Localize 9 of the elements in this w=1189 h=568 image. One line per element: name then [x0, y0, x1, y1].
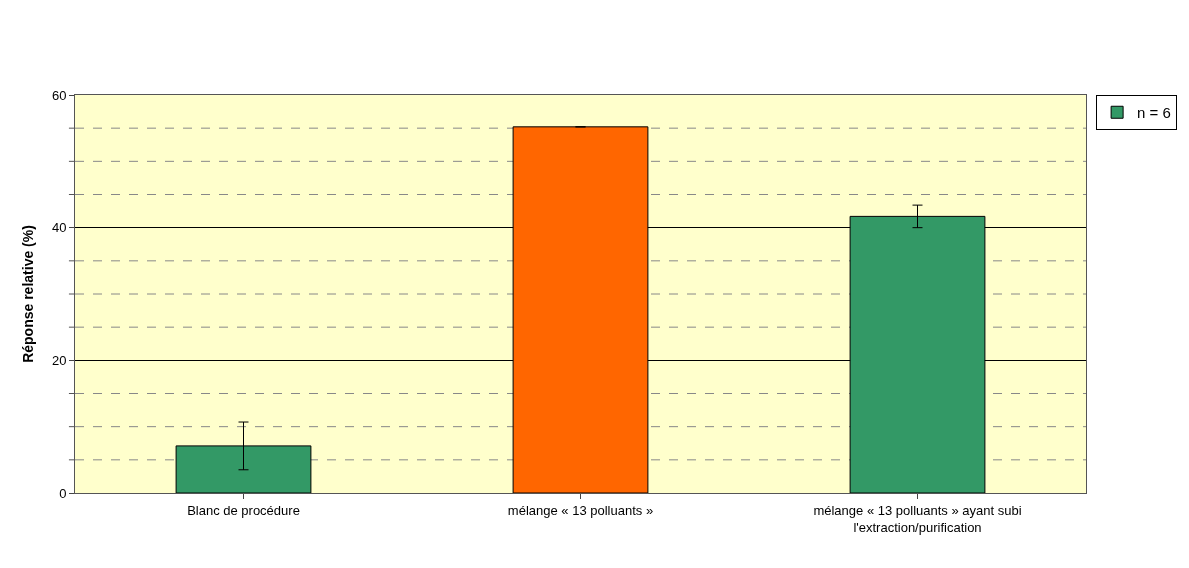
y-tick-label: 20 — [51, 352, 67, 368]
y-tick-label: 60 — [51, 87, 67, 103]
legend-label: n = 6 — [1137, 104, 1171, 122]
x-tick-label: mélange « 13 polluants » — [507, 502, 654, 518]
y-tick-label: 40 — [51, 220, 67, 236]
y-tick-label: 0 — [59, 485, 67, 501]
x-tick-label: mélange « 13 polluants » ayant subi l'extraction/purification — [813, 502, 1022, 535]
x-tick-label: Blanc de procédure — [187, 502, 300, 518]
y-axis-title: Réponse relative (%) — [19, 225, 36, 363]
